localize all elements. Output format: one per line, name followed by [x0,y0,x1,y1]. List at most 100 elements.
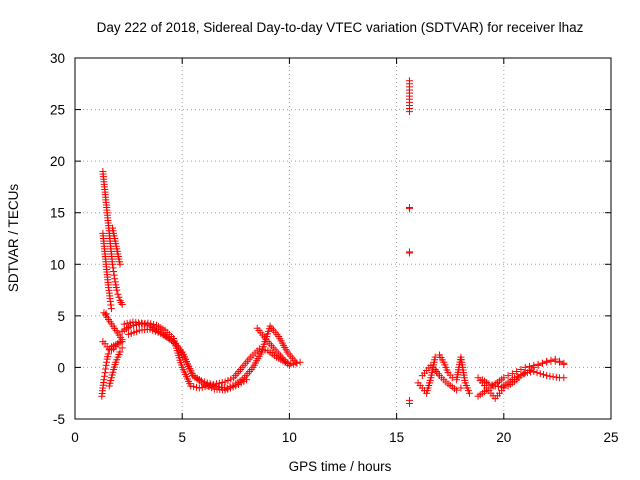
y-tick-label: -5 [53,412,65,427]
series-arc-low-3 [105,344,126,390]
data-point [543,372,551,380]
data-point [491,382,499,390]
data-point [106,297,114,305]
data-point [517,371,525,379]
data-point [118,344,126,352]
series-arc-high-1 [99,167,126,309]
data-point [116,348,124,356]
data-point [100,372,108,380]
data-point [500,374,508,382]
y-tick-labels: -5 0 5 10 15 20 25 30 [50,51,65,427]
data-point [530,368,538,376]
x-tick-label: 15 [389,430,404,445]
data-point [102,361,110,369]
data-point [137,319,145,327]
data-point [527,368,535,376]
data-point [546,372,554,380]
data-point [116,260,124,268]
data-point [285,361,293,369]
y-tick-label: 5 [57,309,65,324]
y-tick-label: 20 [50,154,65,169]
data-point [111,278,119,286]
data-point [552,373,560,381]
data-point [514,372,522,380]
series-evening-arc-2 [418,361,465,394]
data-point [127,322,135,330]
x-tick-labels: 0 5 10 15 20 25 [71,430,618,445]
data-point [508,370,516,378]
data-point [534,360,542,368]
data-point [100,376,108,384]
data-point [198,383,206,391]
data-point [504,372,512,380]
data-point [453,386,461,394]
data-point [405,400,413,408]
y-tick-label: 15 [50,206,65,221]
grid-lines [75,58,611,419]
x-tick-label: 25 [603,430,618,445]
data-point [526,362,534,370]
data-point [107,301,115,309]
data-point [102,365,110,373]
data-point [405,205,413,213]
data-point [115,293,123,301]
data-point [187,382,195,390]
axis-ticks [74,57,612,420]
data-point [560,359,568,367]
x-axis-label: GPS time / hours [289,459,392,474]
data-point [536,370,544,378]
data-point [111,275,119,283]
series-isolated-15h [405,77,413,408]
data-point [485,380,493,388]
data-point [110,268,118,276]
data-point [523,369,531,377]
data-point [101,369,109,377]
data-point [530,361,538,369]
y-tick-label: 30 [50,51,65,66]
y-axis-label: SDTVAR / TECUs [6,184,21,293]
data-point [488,381,496,389]
y-tick-label: 10 [50,257,65,272]
data-point [243,376,251,384]
plot-frame [74,57,612,420]
data-point [123,319,131,327]
data-point [533,369,541,377]
series-evening-arc-1 [414,351,473,397]
series-night-arc-2 [474,355,568,400]
data-point [103,358,111,366]
data-point [107,305,115,313]
data-point [209,381,217,389]
data-point [513,368,521,376]
series-day-arc-3 [125,324,293,394]
data-point [457,384,465,392]
data-point [547,356,555,364]
data-point [292,358,300,366]
data-point [218,379,226,387]
data-point [551,355,559,363]
data-point [405,108,413,116]
data-points [98,77,568,408]
data-point [215,379,223,387]
data-point [465,389,473,397]
data-point [114,290,122,298]
y-tick-label: 0 [57,360,65,375]
data-point [104,350,112,358]
chart-title: Day 222 of 2018, Sidereal Day-to-day VTE… [97,20,584,35]
data-point [195,384,203,392]
data-point [521,363,529,371]
data-point [221,378,229,386]
data-point [109,264,117,272]
data-point [118,301,126,309]
data-point [212,382,220,390]
data-point [560,374,568,382]
x-tick-label: 10 [282,430,297,445]
data-point [549,373,557,381]
data-point [113,286,121,294]
x-tick-label: 0 [71,430,79,445]
x-tick-label: 20 [496,430,511,445]
series-night-arc-3 [478,368,568,391]
y-tick-label: 25 [50,103,65,118]
data-point [120,320,128,328]
data-point [511,374,519,382]
